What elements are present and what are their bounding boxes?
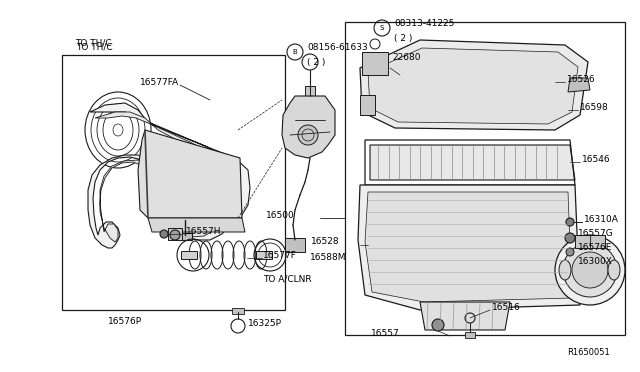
Bar <box>232 308 244 314</box>
Text: S: S <box>380 25 384 31</box>
Circle shape <box>566 218 574 226</box>
Polygon shape <box>282 96 335 158</box>
Polygon shape <box>138 130 242 218</box>
Text: 16557: 16557 <box>371 328 400 337</box>
Bar <box>575 235 605 248</box>
Text: 16310A: 16310A <box>584 215 619 224</box>
Text: TO A/CLNR: TO A/CLNR <box>263 275 312 284</box>
Text: 16557G: 16557G <box>578 230 614 238</box>
Text: 16557H: 16557H <box>186 227 221 235</box>
Text: ( 2 ): ( 2 ) <box>307 58 325 67</box>
Polygon shape <box>368 48 578 124</box>
Bar <box>285 238 305 252</box>
Text: 16588M: 16588M <box>310 253 346 262</box>
Text: 16516: 16516 <box>492 302 521 311</box>
Text: TO TH/C: TO TH/C <box>75 39 111 48</box>
Text: R1650051: R1650051 <box>567 348 610 357</box>
Text: B: B <box>292 49 298 55</box>
Text: 16526: 16526 <box>567 74 596 83</box>
Text: 16325P: 16325P <box>248 318 282 327</box>
Text: 16576E: 16576E <box>578 244 612 253</box>
Text: 16577FA: 16577FA <box>140 78 179 87</box>
Text: TO TH/C: TO TH/C <box>76 42 113 51</box>
Circle shape <box>566 248 574 256</box>
Bar <box>168 228 182 240</box>
Text: 16598: 16598 <box>580 103 609 112</box>
Bar <box>256 251 272 259</box>
Bar <box>62 55 285 310</box>
Bar <box>305 86 315 96</box>
Polygon shape <box>88 103 250 248</box>
Ellipse shape <box>608 260 620 280</box>
Polygon shape <box>420 302 510 330</box>
Circle shape <box>572 252 608 288</box>
Text: 08313-41225: 08313-41225 <box>394 19 454 29</box>
Polygon shape <box>95 112 240 242</box>
Text: 16577F: 16577F <box>263 250 297 260</box>
Text: 16528: 16528 <box>312 237 340 247</box>
Circle shape <box>555 235 625 305</box>
Circle shape <box>432 319 444 331</box>
Text: 16300X: 16300X <box>578 257 613 266</box>
Bar <box>465 332 475 338</box>
Circle shape <box>563 243 617 297</box>
Circle shape <box>298 125 318 145</box>
Text: 16500: 16500 <box>266 211 295 219</box>
Bar <box>362 52 388 75</box>
Ellipse shape <box>559 260 571 280</box>
Polygon shape <box>370 145 575 180</box>
Bar <box>181 251 197 259</box>
Polygon shape <box>358 185 580 310</box>
Circle shape <box>565 233 575 243</box>
Polygon shape <box>568 78 590 92</box>
Text: 16576P: 16576P <box>108 317 142 326</box>
Circle shape <box>170 230 180 240</box>
Bar <box>345 22 625 335</box>
Polygon shape <box>365 192 572 302</box>
Bar <box>360 95 375 115</box>
Text: ( 2 ): ( 2 ) <box>394 34 412 43</box>
Text: 16546: 16546 <box>582 154 611 164</box>
Text: 08156-61633: 08156-61633 <box>307 44 368 52</box>
Circle shape <box>160 230 168 238</box>
Bar <box>180 233 192 240</box>
Polygon shape <box>360 40 588 130</box>
Polygon shape <box>148 218 245 232</box>
Text: 22680: 22680 <box>392 53 420 62</box>
